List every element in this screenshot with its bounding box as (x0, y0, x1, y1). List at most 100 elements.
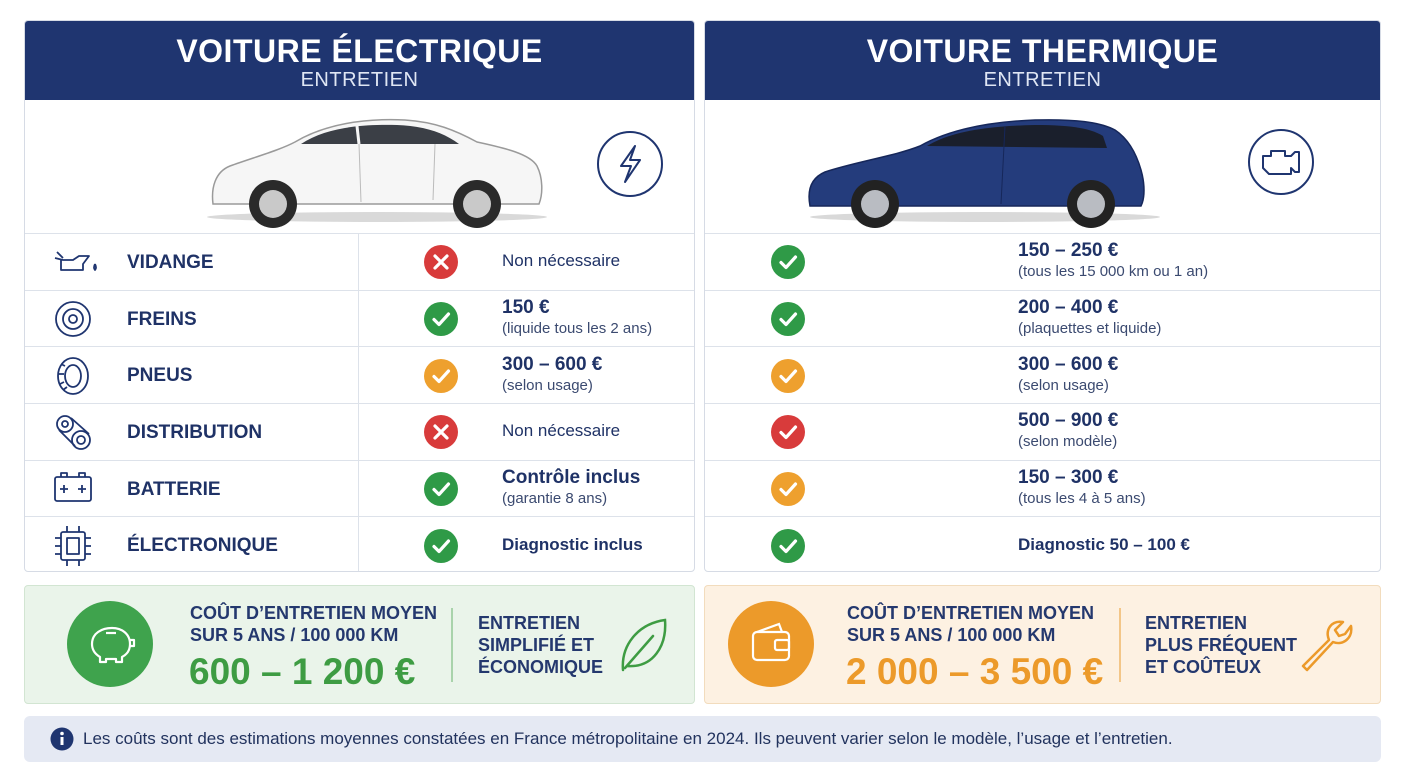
category-icon (51, 299, 97, 339)
category-label: ÉLECTRONIQUE (127, 535, 278, 557)
cost-value: 150 € (502, 296, 550, 318)
panel-subtitle: ENTRETIEN (300, 69, 419, 91)
table-row: 150 – 250 € (tous les 15 000 km ou 1 an) (705, 233, 1380, 290)
status-icon (424, 472, 458, 506)
status-icon (424, 358, 458, 393)
summary-label: COÛT D’ENTRETIEN MOYEN (847, 603, 1095, 623)
table-row: 200 – 400 € (plaquettes et liquide) (705, 289, 1380, 347)
cost-note: (garantie 8 ans) (502, 490, 608, 507)
status-symbol (424, 415, 458, 450)
wallet-icon (728, 601, 814, 687)
summary-tagline: SIMPLIFIÉ ET (478, 635, 595, 655)
table-row: 150 – 300 € (tous les 4 à 5 ans) (705, 459, 1380, 517)
cost-value: 500 – 900 € (1018, 410, 1119, 432)
summary-label: SUR 5 ANS / 100 000 KM (847, 625, 1056, 645)
cost-note: (selon usage) (1018, 376, 1109, 394)
cost-value: 150 – 300 € (1018, 467, 1119, 488)
panel-title: VOITURE THERMIQUE (866, 33, 1219, 69)
category-symbol (54, 472, 92, 502)
category-symbol (55, 301, 91, 337)
table-row: 300 – 600 € (selon usage) (705, 346, 1380, 403)
category-label: BATTERIE (127, 478, 221, 500)
summary-tagline: ET COÛTEUX (1145, 657, 1262, 677)
summary-label: COÛT D’ENTRETIEN MOYEN (190, 603, 438, 623)
status-icon (771, 415, 805, 450)
electric-panel: VOITURE ÉLECTRIQUE ENTRETIEN VIDANGE Non … (24, 20, 695, 572)
cost-note: (tous les 4 à 5 ans) (1018, 490, 1146, 507)
status-symbol (424, 472, 458, 506)
category-icon (51, 412, 97, 452)
status-symbol (771, 528, 805, 563)
category-symbol (56, 415, 91, 451)
cost-value: Non nécessaire (502, 251, 621, 271)
cost-value: Diagnostic inclus (502, 534, 643, 554)
category-icon (51, 356, 97, 396)
cost-value: 300 – 600 € (1018, 353, 1119, 375)
status-icon (424, 528, 458, 563)
summary-tagline: ENTRETIEN (478, 613, 581, 633)
wrench-icon (1301, 620, 1353, 672)
summary-thermal: COÛT D’ENTRETIEN MOYEN SUR 5 ANS / 100 0… (704, 585, 1381, 704)
panel-subtitle: ENTRETIEN (983, 69, 1102, 91)
status-icon (424, 245, 458, 280)
panel-title: VOITURE ÉLECTRIQUE (176, 33, 543, 69)
piggy-icon (67, 601, 153, 687)
status-symbol (771, 301, 805, 336)
category-label: VIDANGE (127, 252, 214, 273)
status-icon (771, 472, 805, 506)
table-row: VIDANGE Non nécessaire (25, 233, 694, 290)
status-symbol (771, 472, 805, 506)
category-icon (51, 469, 97, 509)
cost-value: Non nécessaire (502, 421, 621, 441)
status-icon (771, 358, 805, 393)
column-divider (358, 233, 359, 571)
summary-tagline: ÉCONOMIQUE (478, 657, 604, 677)
status-symbol (771, 415, 805, 450)
footnote: Les coûts sont des estimations moyennes … (83, 729, 1173, 748)
leaf-icon (621, 618, 667, 672)
summary-electric: COÛT D’ENTRETIEN MOYEN SUR 5 ANS / 100 0… (24, 585, 695, 704)
thermal-panel: VOITURE THERMIQUE ENTRETIEN 150 – 250 €(… (704, 20, 1381, 572)
cost-note: (liquide tous les 2 ans) (502, 319, 653, 337)
status-symbol (424, 358, 458, 393)
category-label: FREINS (127, 308, 197, 330)
table-row: FREINS 150 € (liquide tous les 2 ans) (25, 289, 694, 347)
status-icon (771, 245, 805, 280)
status-symbol (771, 358, 805, 393)
category-symbol (57, 356, 89, 395)
cost-note: (plaquettes et liquide) (1018, 319, 1162, 337)
panel-header: VOITURE THERMIQUE ENTRETIEN (705, 21, 1380, 100)
table-row: 500 – 900 € (selon modèle) (705, 403, 1380, 460)
status-symbol (771, 245, 805, 280)
summary-tagline: PLUS FRÉQUENT (1145, 635, 1298, 655)
car-illustration (808, 119, 1314, 228)
car-illustration (207, 118, 663, 228)
cost-note: (selon usage) (502, 376, 593, 394)
summary-tagline: ENTRETIEN (1145, 613, 1248, 633)
cost-value: Diagnostic 50 – 100 € (1018, 534, 1190, 554)
panel-header: VOITURE ÉLECTRIQUE ENTRETIEN (25, 21, 694, 100)
cost-value: 200 – 400 € (1018, 296, 1119, 318)
category-symbol (54, 251, 97, 272)
summary-label: SUR 5 ANS / 100 000 KM (190, 625, 399, 645)
status-symbol (424, 528, 458, 563)
category-icon (51, 525, 97, 566)
summary-amount: 600 – 1 200 € (189, 651, 416, 692)
cost-note: (selon modèle) (1018, 433, 1118, 451)
table-row: DISTRIBUTION Non nécessaire (25, 403, 694, 460)
cost-value: 300 – 600 € (502, 353, 603, 375)
table-row: ÉLECTRONIQUE Diagnostic inclus (25, 516, 694, 571)
status-icon (424, 415, 458, 450)
footnote-box: Les coûts sont des estimations moyennes … (24, 716, 1381, 762)
cost-value: Contrôle inclus (502, 467, 641, 488)
status-icon (771, 528, 805, 563)
table-row: Diagnostic 50 – 100 € (705, 516, 1380, 571)
info-icon (50, 727, 74, 751)
category-label: PNEUS (127, 365, 193, 387)
category-icon (51, 242, 97, 282)
status-symbol (424, 245, 458, 280)
table-row: BATTERIE Contrôle inclus (garantie 8 ans) (25, 459, 694, 517)
cost-note: (tous les 15 000 km ou 1 an) (1018, 263, 1209, 281)
category-symbol (55, 525, 91, 566)
